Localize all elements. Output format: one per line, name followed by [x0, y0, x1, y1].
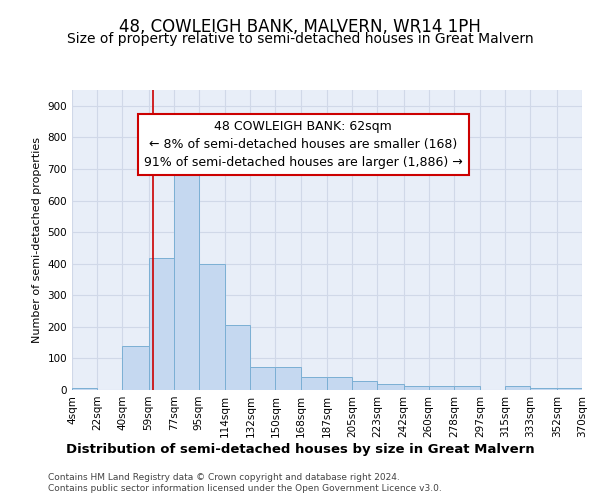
Bar: [275, 367, 301, 390]
Bar: [301, 378, 327, 390]
Bar: [377, 384, 404, 390]
Text: Contains HM Land Registry data © Crown copyright and database right 2024.: Contains HM Land Registry data © Crown c…: [48, 472, 400, 482]
Bar: [174, 172, 199, 390]
Bar: [557, 388, 582, 390]
Bar: [199, 264, 225, 390]
Bar: [352, 382, 377, 390]
Y-axis label: Number of semi-detached properties: Number of semi-detached properties: [32, 137, 42, 343]
Bar: [505, 386, 530, 390]
Bar: [530, 388, 557, 390]
Bar: [250, 367, 275, 390]
Bar: [72, 388, 97, 390]
Text: Contains public sector information licensed under the Open Government Licence v3: Contains public sector information licen…: [48, 484, 442, 493]
Text: Size of property relative to semi-detached houses in Great Malvern: Size of property relative to semi-detach…: [67, 32, 533, 46]
Bar: [149, 258, 174, 390]
Bar: [429, 386, 454, 390]
Text: 48, COWLEIGH BANK, MALVERN, WR14 1PH: 48, COWLEIGH BANK, MALVERN, WR14 1PH: [119, 18, 481, 36]
Text: 48 COWLEIGH BANK: 62sqm
← 8% of semi-detached houses are smaller (168)
91% of se: 48 COWLEIGH BANK: 62sqm ← 8% of semi-det…: [144, 120, 463, 169]
Bar: [327, 378, 352, 390]
Bar: [122, 346, 149, 390]
Bar: [454, 386, 480, 390]
Bar: [404, 386, 429, 390]
Bar: [225, 324, 250, 390]
Text: Distribution of semi-detached houses by size in Great Malvern: Distribution of semi-detached houses by …: [65, 442, 535, 456]
